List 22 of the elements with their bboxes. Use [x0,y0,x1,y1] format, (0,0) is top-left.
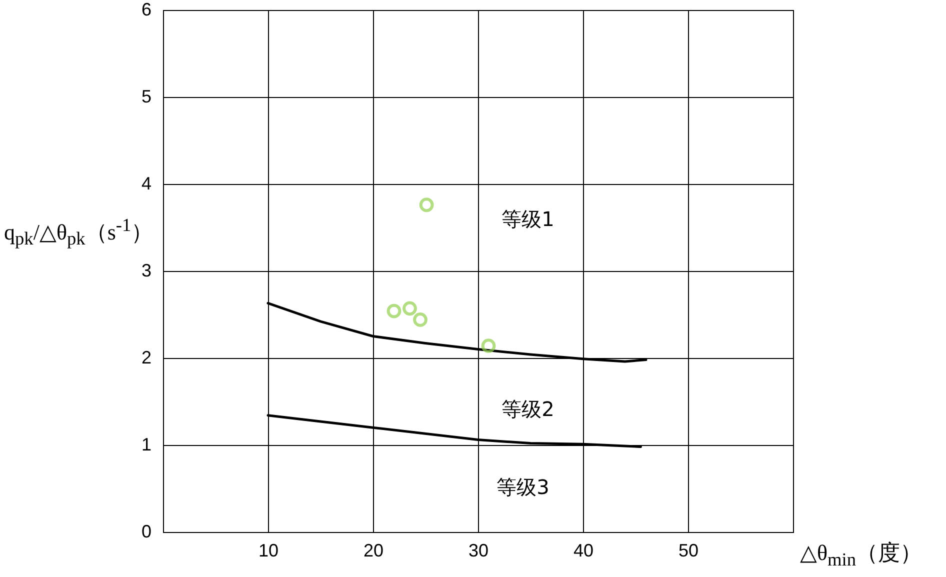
x-tick-label: 40 [573,540,594,560]
point [413,312,428,327]
point [402,301,417,316]
y-tick-label: 1 [141,434,152,454]
x-tick-label: 20 [363,540,384,560]
point [386,304,402,318]
y-axis-title: q$_{pk}$/△θ$_{pk}$（s$^{-1}$） [4,215,154,250]
y-tick-label: 6 [141,0,152,20]
y-tick-label: 4 [141,174,152,194]
point [481,338,496,354]
y-tick-label: 0 [141,522,152,542]
annotation: 等级1 [502,207,554,231]
x-tick-label: 10 [258,540,279,560]
x-tick-label: 30 [468,540,489,560]
annotation: 等级3 [496,475,550,499]
x-axis-title: △θ$_{min}$（度） [800,539,922,570]
x-tick-label: 50 [678,540,699,560]
y-tick-label: 3 [141,260,152,280]
point [419,198,434,212]
annotation: 等级2 [502,397,554,421]
y-tick-label: 2 [141,348,152,368]
y-tick-label: 5 [141,86,152,106]
